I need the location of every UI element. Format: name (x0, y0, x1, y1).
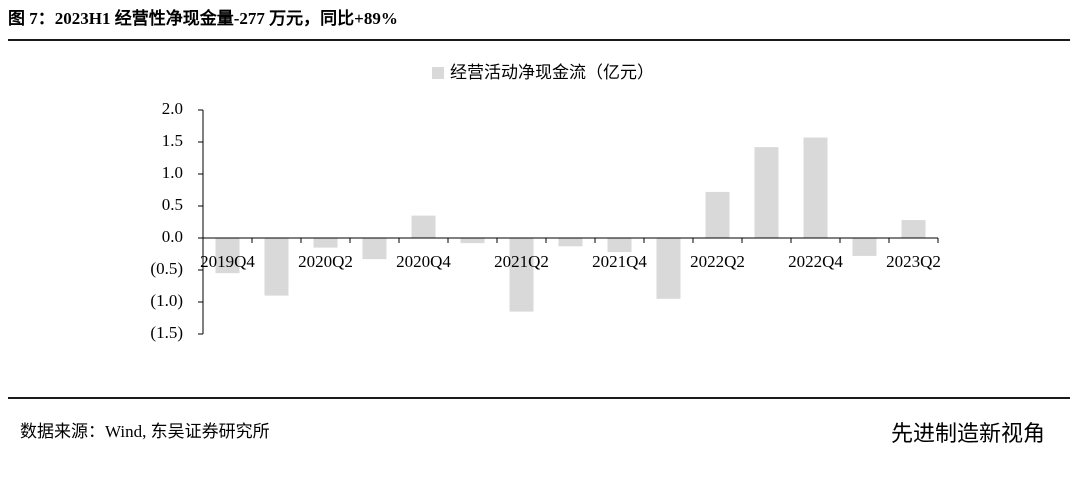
chart-title: 图 7：2023H1 经营性净现金量-277 万元，同比+89% (8, 8, 398, 28)
y-tick-label: (1.5) (150, 323, 183, 342)
y-tick-label: 1.0 (162, 163, 183, 182)
bar (656, 238, 681, 299)
bar (803, 137, 828, 238)
bar (313, 238, 338, 248)
y-tick-label: 0.5 (162, 195, 183, 214)
x-tick-label: 2021Q2 (494, 252, 549, 271)
bar (558, 238, 583, 247)
bar (460, 238, 485, 244)
y-tick-label: 1.5 (162, 131, 183, 150)
bar (901, 220, 926, 238)
legend-swatch (432, 67, 444, 79)
x-tick-label: 2020Q2 (298, 252, 353, 271)
y-tick-label: 2.0 (162, 99, 183, 118)
bar (852, 238, 877, 256)
watermark: 先进制造新视角 (891, 422, 1045, 447)
x-tick-label: 2019Q4 (200, 252, 255, 271)
bar (264, 238, 289, 296)
bar (705, 191, 730, 238)
bar (362, 238, 387, 260)
source: 数据来源：Wind, 东吴证券研究所 (20, 422, 270, 441)
x-tick-label: 2022Q4 (788, 252, 843, 271)
bar (411, 215, 436, 238)
legend-label: 经营活动净现金流（亿元） (450, 63, 654, 82)
x-tick-label: 2021Q4 (592, 252, 647, 271)
bar (509, 238, 534, 312)
y-tick-label: (0.5) (150, 259, 183, 278)
y-tick-label: (1.0) (150, 291, 183, 310)
x-tick-label: 2023Q2 (886, 252, 941, 271)
x-tick-label: 2022Q2 (690, 252, 745, 271)
x-tick-label: 2020Q4 (396, 252, 451, 271)
bar (754, 147, 779, 238)
y-tick-label: 0.0 (162, 227, 183, 246)
bar (215, 238, 240, 274)
bar (607, 238, 632, 253)
